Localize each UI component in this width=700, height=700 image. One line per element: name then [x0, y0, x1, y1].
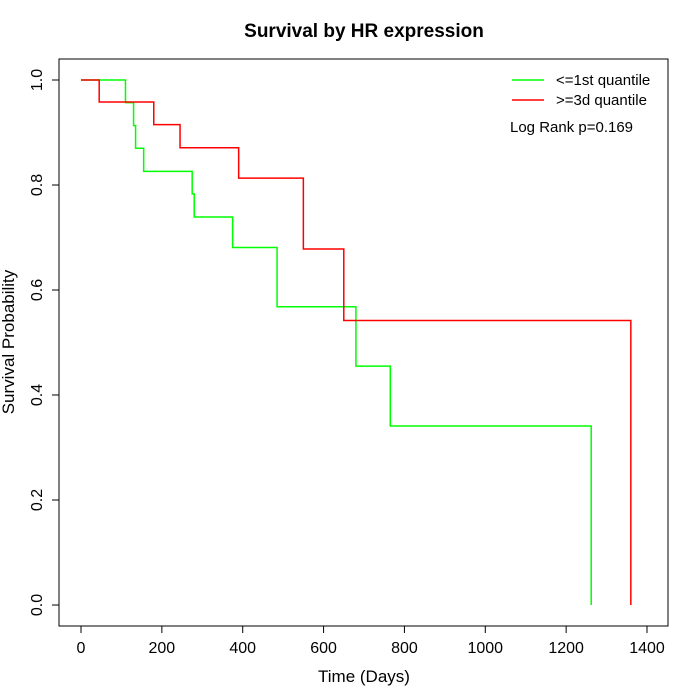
chart-title: Survival by HR expression: [244, 21, 484, 42]
log-rank-annotation: Log Rank p=0.169: [510, 119, 633, 136]
x-axis-label: Time (Days): [318, 667, 410, 686]
x-tick-label: 1000: [467, 640, 503, 657]
x-tick-label: 400: [229, 640, 256, 657]
survival-curve-series-1: [81, 79, 592, 605]
survival-curve-series-2: [81, 79, 632, 605]
legend-label: >=3d quantile: [556, 92, 647, 109]
legend: <=1st quantile >=3d quantile: [512, 72, 650, 109]
y-tick-label: 0.4: [29, 384, 46, 406]
y-tick-label: 0.0: [29, 594, 46, 616]
series-layer: [81, 79, 632, 605]
y-axis-label: Survival Probability: [0, 269, 18, 414]
y-tick-label: 0.8: [29, 174, 46, 196]
x-tick-label: 1400: [629, 640, 665, 657]
x-axis: 0 200 400 600 800 1000 1200 1400: [77, 625, 665, 657]
legend-label: <=1st quantile: [556, 72, 650, 89]
y-tick-label: 0.2: [29, 489, 46, 511]
y-tick-label: 1.0: [29, 69, 46, 91]
x-tick-label: 200: [149, 640, 176, 657]
x-tick-label: 600: [310, 640, 337, 657]
y-tick-label: 0.6: [29, 279, 46, 301]
x-tick-label: 800: [391, 640, 418, 657]
x-tick-label: 0: [77, 640, 86, 657]
x-tick-label: 1200: [548, 640, 584, 657]
y-axis: 0.0 0.2 0.4 0.6 0.8 1.0: [29, 69, 60, 616]
